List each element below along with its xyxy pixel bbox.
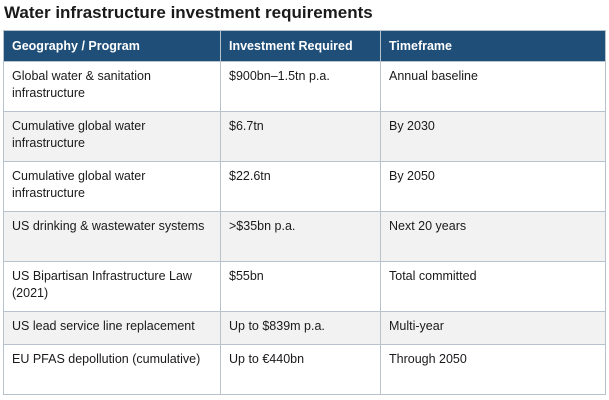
table-header-row: Geography / Program Investment Required … bbox=[3, 30, 606, 62]
table-row: US Bipartisan Infrastructure Law (2021) … bbox=[3, 261, 606, 312]
column-header-timeframe: Timeframe bbox=[380, 30, 606, 62]
cell-investment: $55bn bbox=[220, 261, 381, 312]
cell-geography: Cumulative global water infrastructure bbox=[3, 111, 221, 162]
column-header-investment: Investment Required bbox=[220, 30, 381, 62]
cell-geography: US Bipartisan Infrastructure Law (2021) bbox=[3, 261, 221, 312]
table-row: Cumulative global water infrastructure $… bbox=[3, 161, 606, 212]
cell-timeframe: Multi-year bbox=[380, 311, 606, 345]
cell-geography: US lead service line replacement bbox=[3, 311, 221, 345]
investment-table: Geography / Program Investment Required … bbox=[3, 30, 606, 395]
cell-timeframe: By 2030 bbox=[380, 111, 606, 162]
cell-timeframe: Next 20 years bbox=[380, 211, 606, 262]
cell-geography: US drinking & wastewater systems bbox=[3, 211, 221, 262]
cell-timeframe: Total committed bbox=[380, 261, 606, 312]
cell-geography: Cumulative global water infrastructure bbox=[3, 161, 221, 212]
cell-geography: EU PFAS depollution (cumulative) bbox=[3, 344, 221, 395]
page-title: Water infrastructure investment requirem… bbox=[4, 3, 373, 22]
column-header-geography: Geography / Program bbox=[3, 30, 221, 62]
table-row: US lead service line replacement Up to $… bbox=[3, 311, 606, 345]
cell-investment: $22.6tn bbox=[220, 161, 381, 212]
cell-investment: Up to €440bn bbox=[220, 344, 381, 395]
cell-timeframe: Annual baseline bbox=[380, 61, 606, 112]
cell-investment: $900bn–1.5tn p.a. bbox=[220, 61, 381, 112]
cell-geography: Global water & sanitation infrastructure bbox=[3, 61, 221, 112]
cell-investment: Up to $839m p.a. bbox=[220, 311, 381, 345]
cell-timeframe: Through 2050 bbox=[380, 344, 606, 395]
table-row: Global water & sanitation infrastructure… bbox=[3, 61, 606, 112]
table-row: Cumulative global water infrastructure $… bbox=[3, 111, 606, 162]
table-row: EU PFAS depollution (cumulative) Up to €… bbox=[3, 344, 606, 395]
cell-investment: $6.7tn bbox=[220, 111, 381, 162]
cell-timeframe: By 2050 bbox=[380, 161, 606, 212]
cell-investment: >$35bn p.a. bbox=[220, 211, 381, 262]
table-row: US drinking & wastewater systems >$35bn … bbox=[3, 211, 606, 262]
